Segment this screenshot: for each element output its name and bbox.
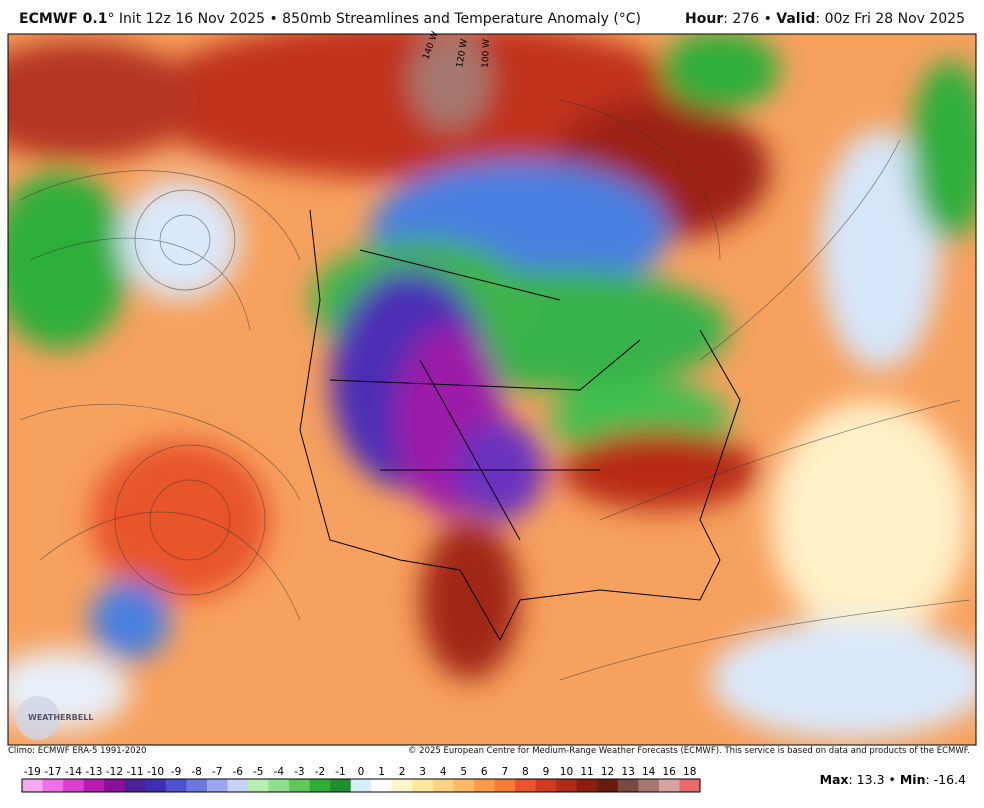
colorbar-label: 9 xyxy=(543,766,550,778)
hour-label: Hour xyxy=(685,11,724,27)
colorbar-label: -5 xyxy=(253,766,263,778)
model: ECMWF 0.1 xyxy=(19,11,108,27)
boundaries xyxy=(299,209,741,642)
max-label: Max xyxy=(819,772,849,787)
colorbar-label: -12 xyxy=(106,766,123,778)
max-value: : 13.3 • xyxy=(848,772,900,787)
logo-globe xyxy=(16,696,60,740)
colorbar-cell xyxy=(494,779,516,792)
logo: WEATHERBELL xyxy=(28,713,93,722)
colorbar-label: -8 xyxy=(191,766,201,778)
colorbar-cell xyxy=(63,779,85,792)
colorbar-cell xyxy=(186,779,208,792)
climo-note: Climo: ECMWF ERA-5 1991-2020 xyxy=(8,746,147,756)
colorbar-cell xyxy=(535,779,557,792)
colorbar-label: -14 xyxy=(65,766,82,778)
colorbar-label: 4 xyxy=(440,766,447,778)
streamlines xyxy=(19,99,971,681)
colorbar-label: 13 xyxy=(621,766,634,778)
anomaly-field xyxy=(8,34,976,745)
colorbar-label: 1 xyxy=(378,766,385,778)
colorbar-label: 11 xyxy=(580,766,593,778)
colorbar-label: 7 xyxy=(501,766,508,778)
colorbar-label: 14 xyxy=(642,766,656,778)
colorbar-label: -2 xyxy=(315,766,325,778)
colorbar-cell xyxy=(412,779,434,792)
credit: © 2025 European Centre for Medium-Range … xyxy=(407,746,970,756)
colorbar-label: 18 xyxy=(683,766,696,778)
title-text: ° Init 12z 16 Nov 2025 • 850mb Streamlin… xyxy=(107,11,642,27)
valid-value: : 00z Fri 28 Nov 2025 xyxy=(815,11,965,27)
colorbar-label: 12 xyxy=(601,766,614,778)
colorbar-cell xyxy=(165,779,187,792)
colorbar-cell xyxy=(124,779,146,792)
colorbar-cell xyxy=(617,779,639,792)
colorbar-label: 3 xyxy=(419,766,426,778)
colorbar-cell xyxy=(83,779,105,792)
colorbar-cell xyxy=(453,779,475,792)
colorbar-cell xyxy=(658,779,680,792)
meridian-label: 120 W xyxy=(455,38,470,68)
colorbar-cell xyxy=(309,779,331,792)
colorbar-cell xyxy=(556,779,578,792)
colorbar-cell xyxy=(638,779,660,792)
colorbar-label: -10 xyxy=(147,766,164,778)
meridian-label: 100 W xyxy=(481,39,492,68)
colorbar-cell xyxy=(515,779,537,792)
colorbar-label: -13 xyxy=(85,766,102,778)
colorbar-label: 2 xyxy=(399,766,406,778)
colorbar-cell xyxy=(289,779,311,792)
colorbar-label: -9 xyxy=(171,766,181,778)
colorbar-label: -17 xyxy=(44,766,61,778)
colorbar-frame xyxy=(21,778,701,793)
map-frame xyxy=(7,33,977,746)
colorbar-label: 6 xyxy=(481,766,488,778)
colorbar-label: -7 xyxy=(212,766,222,778)
colorbar-cell xyxy=(248,779,270,792)
colorbar-label: -3 xyxy=(294,766,304,778)
colorbar-label: 10 xyxy=(560,766,573,778)
colorbar-label: -1 xyxy=(335,766,345,778)
colorbar-cell xyxy=(350,779,372,792)
colorbar-cell xyxy=(597,779,619,792)
colorbar-cell xyxy=(330,779,352,792)
colorbar-cell xyxy=(268,779,290,792)
colorbar-cell xyxy=(206,779,228,792)
colorbar-cell xyxy=(104,779,126,792)
colorbar-cell xyxy=(227,779,249,792)
colorbar-label: 5 xyxy=(460,766,467,778)
colorbar-label: 0 xyxy=(358,766,365,778)
colorbar-label: 16 xyxy=(662,766,676,778)
colorbar-cell xyxy=(391,779,413,792)
title: ECMWF 0.1° Init 12z 16 Nov 2025 • 850mb … xyxy=(19,11,641,27)
colorbar-label: -4 xyxy=(274,766,285,778)
extremes: Max: 13.3 • Min: -16.4 xyxy=(820,772,966,787)
min-label: Min xyxy=(899,772,926,787)
colorbar-cell xyxy=(474,779,496,792)
colorbar-label: -19 xyxy=(24,766,41,778)
colorbar-label: -11 xyxy=(126,766,143,778)
colorbar-label: 8 xyxy=(522,766,529,778)
colorbar-cell xyxy=(145,779,167,792)
hour-value: : 276 • xyxy=(723,11,777,27)
colorbar-label: -6 xyxy=(232,766,243,778)
min-value: : -16.4 xyxy=(925,772,966,787)
colorbar-cell xyxy=(576,779,598,792)
valid-label: Valid xyxy=(776,11,816,27)
colorbar-cell xyxy=(432,779,454,792)
colorbar-cell xyxy=(679,779,701,792)
valid-info: Hour: 276 • Valid: 00z Fri 28 Nov 2025 xyxy=(685,11,965,27)
colorbar-cell xyxy=(42,779,64,792)
colorbar-cell xyxy=(22,779,44,792)
colorbar: -19 -17 -14 -13 -12 -11 -10 -9 -8 -7 -6 -5 -4 -3 -2 -1 0… xyxy=(21,766,701,793)
colorbar-cell xyxy=(371,779,393,792)
